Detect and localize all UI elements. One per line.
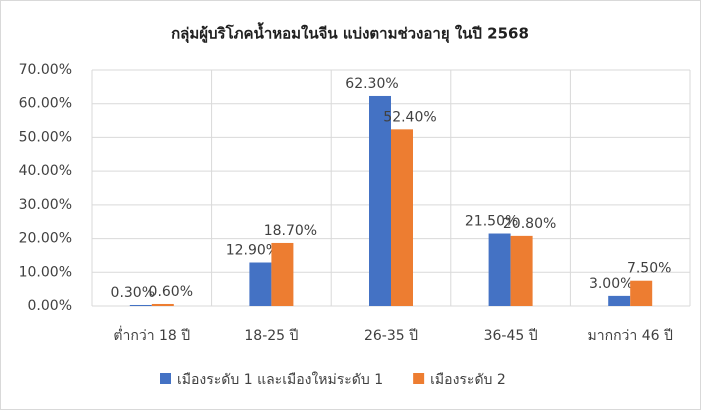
bar: [249, 262, 272, 306]
x-tick-label: 36-45 ปี: [484, 328, 538, 344]
chart-title: กลุ่มผู้บริโภคน้ำหอมในจีน แบ่งตามช่วงอาย…: [171, 22, 529, 44]
data-label: 0.60%: [149, 284, 193, 300]
y-tick-label: 20.00%: [19, 231, 72, 247]
bar: [510, 235, 533, 306]
bar: [151, 303, 174, 306]
y-tick-label: 40.00%: [19, 163, 72, 179]
legend-swatch: [160, 373, 171, 384]
x-tick-label: ต่ำกว่า 18 ปี: [113, 326, 190, 344]
data-label: 7.50%: [627, 261, 671, 277]
bar: [129, 304, 152, 306]
bar: [630, 280, 653, 306]
x-tick-label: มากกว่า 46 ปี: [588, 328, 673, 344]
data-label: 52.40%: [383, 109, 436, 125]
data-label: 20.80%: [503, 216, 556, 232]
bar: [369, 95, 391, 307]
bar: [488, 233, 511, 306]
y-tick-label: 30.00%: [19, 197, 72, 213]
x-tick-label: 26-35 ปี: [364, 328, 418, 344]
y-tick-label: 10.00%: [19, 264, 72, 280]
bar: [608, 295, 631, 306]
data-label: 12.90%: [226, 243, 279, 259]
y-tick-label: 0.00%: [28, 298, 72, 314]
x-tick-label: 18-25 ปี: [244, 328, 298, 344]
legend-label: เมืองระดับ 1 และเมืองใหม่ระดับ 1: [177, 371, 383, 388]
data-label: 3.00%: [589, 276, 633, 292]
bar: [271, 242, 294, 306]
y-tick-label: 60.00%: [19, 96, 72, 112]
data-label: 62.30%: [345, 76, 398, 92]
legend-label: เมืองระดับ 2: [430, 372, 506, 388]
legend-swatch: [413, 373, 425, 384]
data-label: 18.70%: [264, 223, 317, 239]
data-label: 21.50%: [465, 214, 518, 230]
y-tick-label: 50.00%: [19, 129, 72, 145]
y-tick-label: 70.00%: [19, 62, 72, 78]
data-label: 0.30%: [111, 285, 155, 301]
bar: [391, 129, 413, 306]
